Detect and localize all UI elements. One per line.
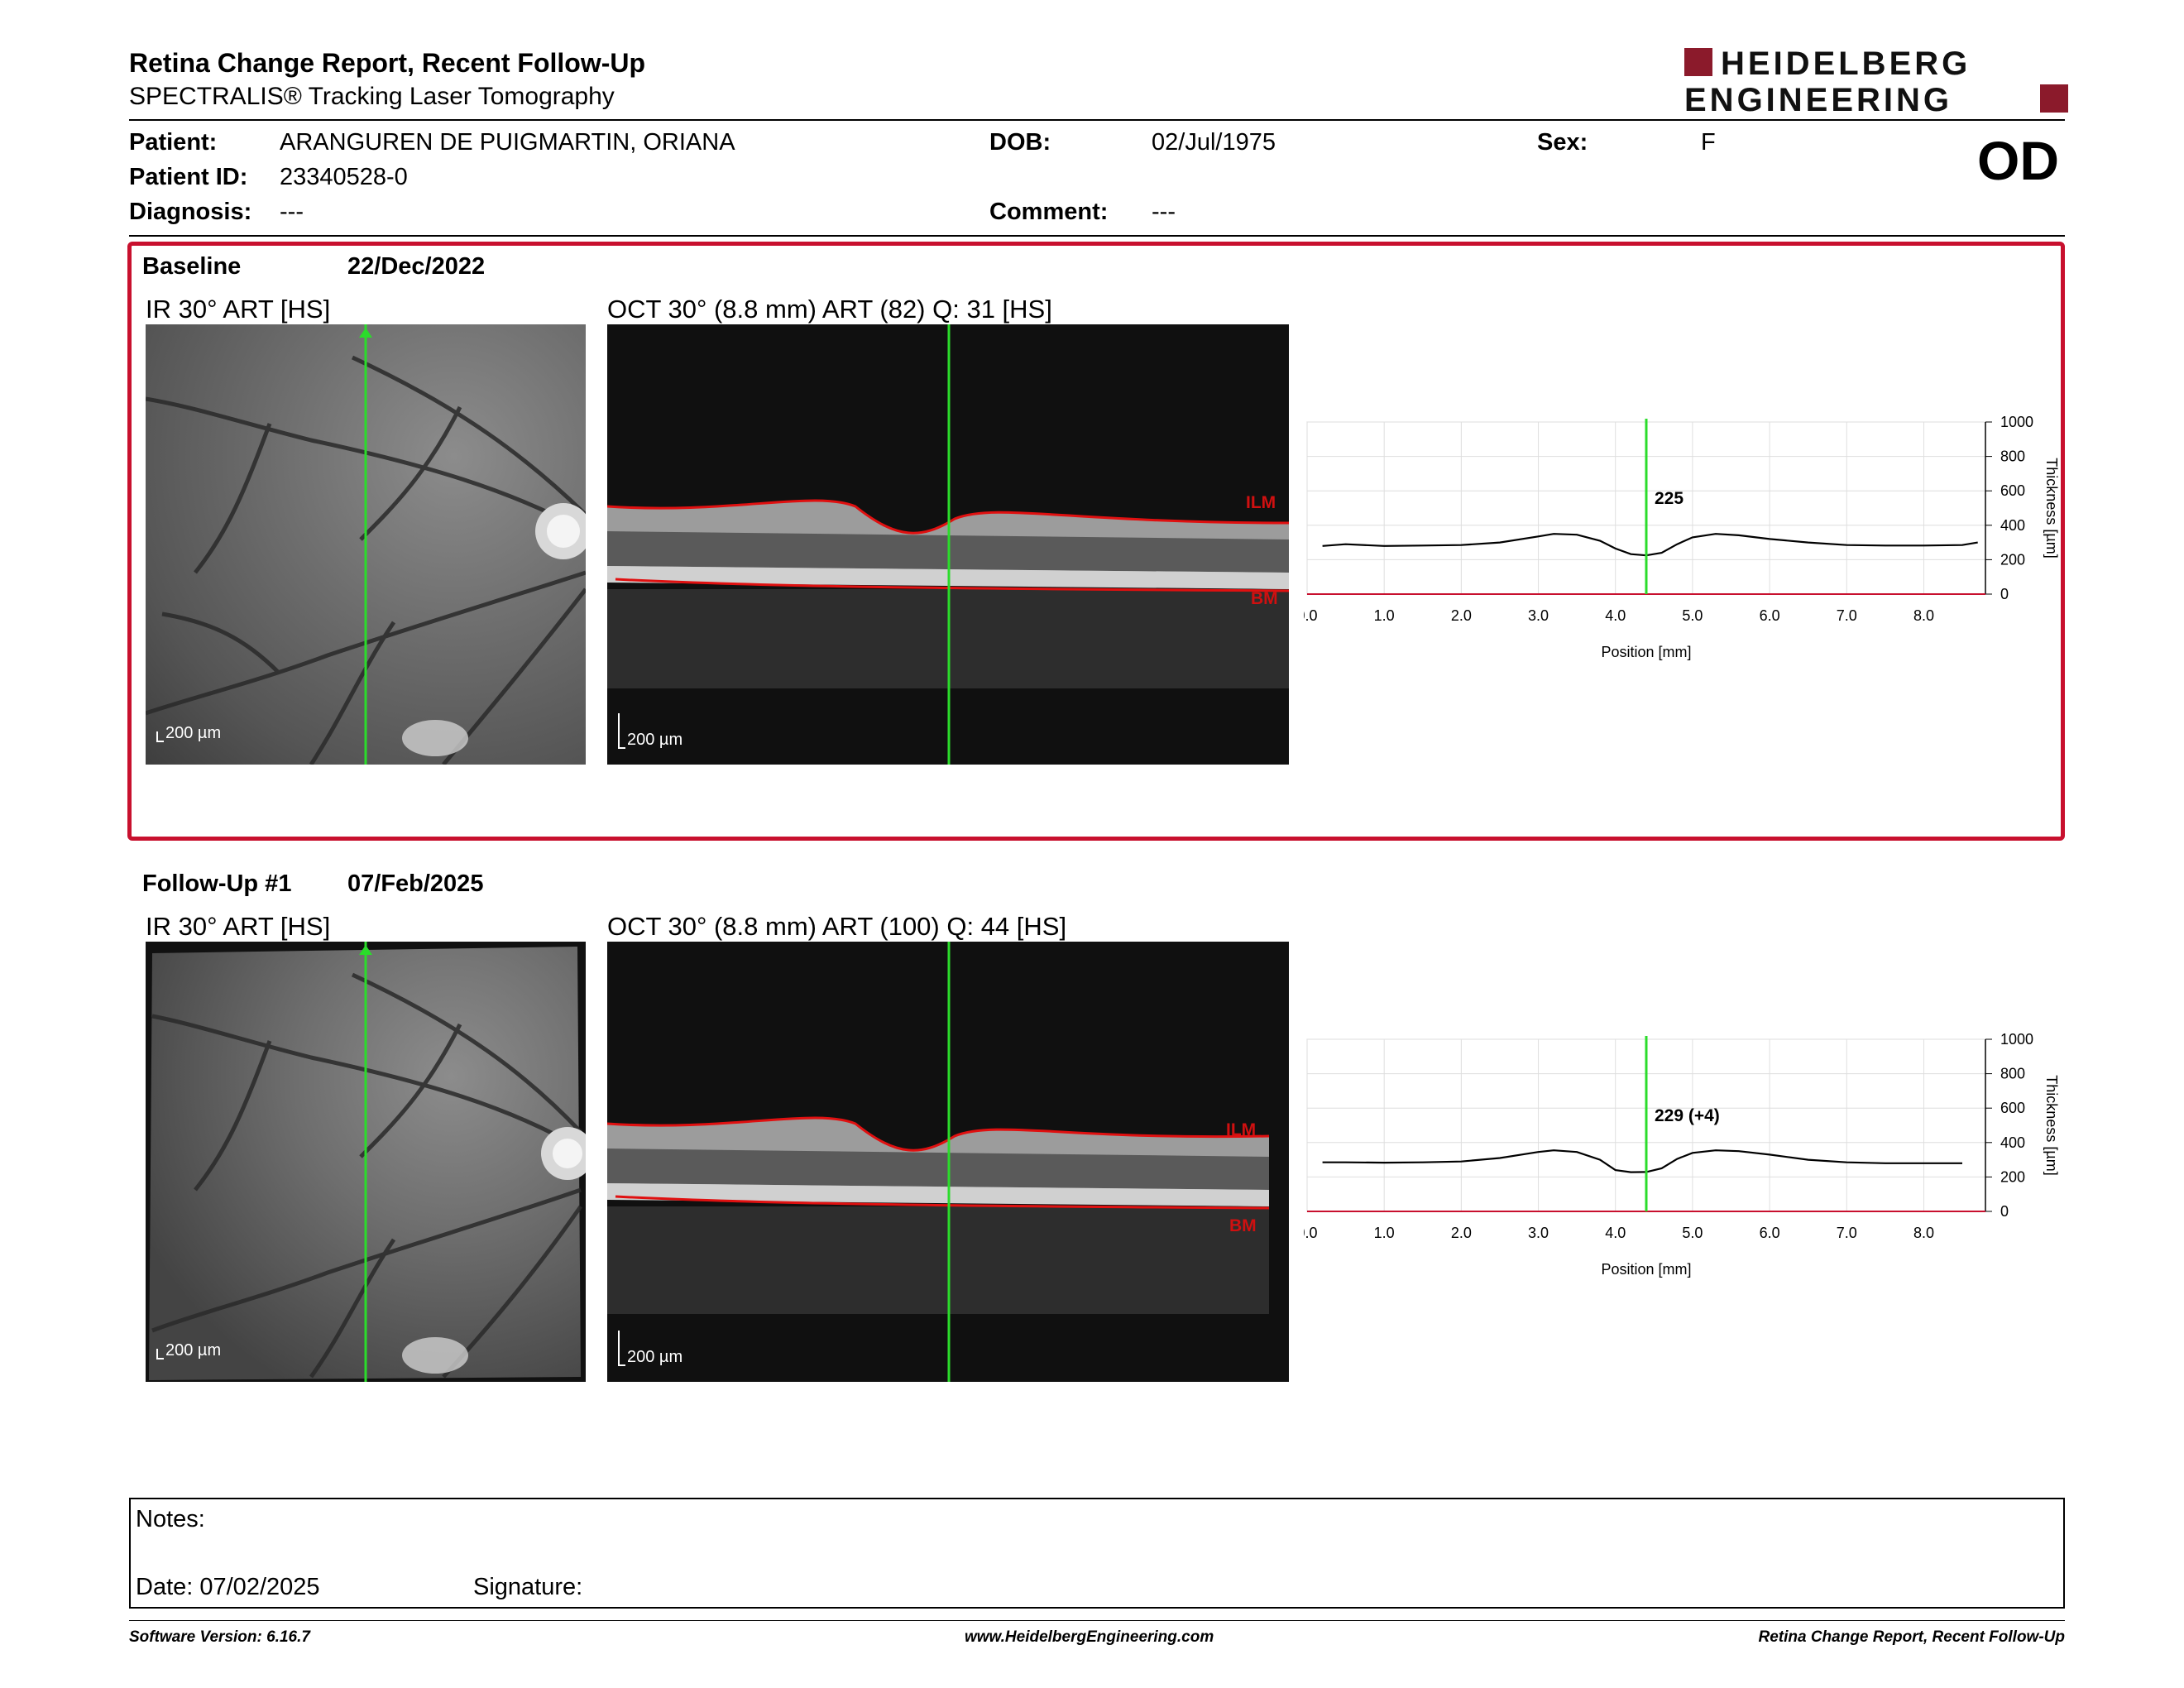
followup-bm-label: BM [1229, 1216, 1257, 1235]
y-tick-label: 1000 [2000, 414, 2033, 430]
report-title: Retina Change Report, Recent Follow-Up [129, 48, 646, 78]
heidelberg-logo: HEIDELBERG ENGINEERING [1684, 46, 2068, 116]
dob-value: 02/Jul/1975 [1152, 129, 1276, 156]
y-tick-label: 400 [2000, 1134, 2025, 1151]
followup-ilm-label: ILM [1226, 1120, 1256, 1139]
x-tick-label: 0.0 [1304, 1225, 1318, 1241]
logo-text-1: HEIDELBERG [1721, 46, 1971, 82]
x-tick-label: 0.0 [1304, 607, 1318, 624]
sex-value: F [1701, 129, 1716, 156]
y-axis-label: Thickness [µm] [2043, 458, 2060, 558]
thickness-series-line [1322, 1149, 1962, 1173]
y-tick-label: 0 [2000, 1203, 2009, 1220]
y-tick-label: 800 [2000, 448, 2025, 465]
eye-indicator: OD [1977, 130, 2059, 191]
x-tick-label: 5.0 [1682, 1225, 1703, 1241]
x-tick-label: 7.0 [1837, 607, 1857, 624]
report-subtitle: SPECTRALIS® Tracking Laser Tomography [129, 83, 615, 110]
x-tick-label: 6.0 [1760, 607, 1780, 624]
y-tick-label: 0 [2000, 586, 2009, 602]
x-axis-label: Position [mm] [1601, 644, 1691, 660]
dob-label: DOB: [989, 129, 1051, 156]
info-divider [129, 235, 2065, 237]
baseline-bm-label: BM [1251, 589, 1278, 608]
baseline-oct-scale: 200 µm [627, 731, 682, 749]
comment-label: Comment: [989, 199, 1109, 225]
x-tick-label: 4.0 [1605, 607, 1626, 624]
baseline-ir-image: 200 µm [146, 324, 586, 765]
x-tick-label: 2.0 [1451, 1225, 1472, 1241]
footer-divider [129, 1620, 2065, 1621]
patient-id-value: 23340528-0 [280, 164, 408, 190]
followup-label: Follow-Up #1 [142, 870, 292, 897]
x-axis-label: Position [mm] [1601, 1261, 1691, 1278]
followup-oct-scale: 200 µm [627, 1348, 682, 1366]
x-tick-label: 7.0 [1837, 1225, 1857, 1241]
software-version: Software Version: 6.16.7 [129, 1628, 310, 1646]
followup-thickness-chart: 0.0 1.0 2.0 3.0 4.0 5.0 6.0 7.0 8.0 0 200 400 600 800… [1304, 1031, 2060, 1278]
baseline-thickness-chart: 0.0 1.0 2.0 3.0 4.0 5.0 6.0 7.0 8.0 0 200 400 600 800… [1304, 414, 2060, 660]
signature-label: Signature: [473, 1574, 583, 1600]
sex-label: Sex: [1537, 129, 1588, 156]
followup-oct-title: OCT 30° (8.8 mm) ART (100) Q: 44 [HS] [607, 912, 1067, 941]
y-tick-label: 400 [2000, 517, 2025, 534]
patient-label: Patient: [129, 129, 218, 156]
comment-value: --- [1152, 199, 1176, 225]
y-tick-label: 600 [2000, 1100, 2025, 1116]
y-tick-label: 200 [2000, 551, 2025, 568]
followup-ir-scale: 200 µm [165, 1341, 221, 1360]
x-tick-label: 3.0 [1528, 607, 1549, 624]
baseline-date: 22/Dec/2022 [347, 253, 486, 280]
baseline-oct-image: ILM BM 200 µm [607, 324, 1289, 765]
x-tick-label: 2.0 [1451, 607, 1472, 624]
notes-label: Notes: [136, 1506, 205, 1532]
followup-date: 07/Feb/2025 [347, 870, 484, 897]
baseline-ir-scale: 200 µm [165, 724, 221, 742]
diagnosis-label: Diagnosis: [129, 199, 252, 225]
notes-date: Date: 07/02/2025 [136, 1574, 320, 1600]
logo-text-2: ENGINEERING [1684, 82, 1952, 116]
x-tick-label: 3.0 [1528, 1225, 1549, 1241]
y-axis-label: Thickness [µm] [2043, 1075, 2060, 1175]
y-tick-label: 200 [2000, 1168, 2025, 1185]
marker-value-label: 225 [1655, 489, 1684, 508]
x-tick-label: 1.0 [1374, 607, 1395, 624]
patient-id-label: Patient ID: [129, 164, 248, 190]
diagnosis-value: --- [280, 199, 304, 225]
x-tick-label: 5.0 [1682, 607, 1703, 624]
followup-ir-title: IR 30° ART [HS] [146, 912, 331, 941]
y-tick-label: 600 [2000, 482, 2025, 499]
x-tick-label: 8.0 [1913, 1225, 1934, 1241]
patient-name: ARANGUREN DE PUIGMARTIN, ORIANA [280, 129, 735, 156]
x-tick-label: 8.0 [1913, 607, 1934, 624]
x-tick-label: 6.0 [1760, 1225, 1780, 1241]
baseline-oct-title: OCT 30° (8.8 mm) ART (82) Q: 31 [HS] [607, 295, 1052, 324]
thickness-series-line [1322, 533, 1978, 557]
baseline-ir-title: IR 30° ART [HS] [146, 295, 331, 324]
marker-value-label: 229 (+4) [1655, 1106, 1720, 1125]
header-divider [129, 119, 2065, 121]
y-tick-label: 800 [2000, 1066, 2025, 1082]
followup-oct-image: ILM BM 200 µm [607, 942, 1289, 1382]
notes-box[interactable]: Notes: Date: 07/02/2025 Signature: [129, 1498, 2065, 1609]
followup-ir-image: 200 µm [146, 942, 586, 1382]
y-tick-label: 1000 [2000, 1031, 2033, 1048]
x-tick-label: 1.0 [1374, 1225, 1395, 1241]
website-link[interactable]: www.HeidelbergEngineering.com [965, 1628, 1214, 1646]
baseline-label: Baseline [142, 253, 242, 280]
baseline-section [127, 242, 2065, 841]
footer-report-name: Retina Change Report, Recent Follow-Up [1758, 1628, 2065, 1646]
baseline-ilm-label: ILM [1246, 493, 1276, 512]
x-tick-label: 4.0 [1605, 1225, 1626, 1241]
